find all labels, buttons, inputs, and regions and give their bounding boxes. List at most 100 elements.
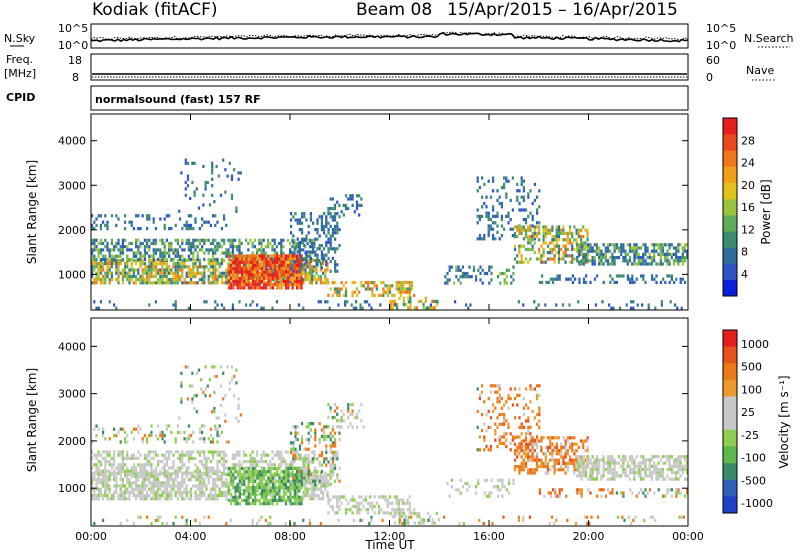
- range-gate-cell: [176, 268, 179, 272]
- range-gate-cell: [585, 274, 588, 278]
- range-gate-cell: [615, 280, 618, 284]
- range-gate-cell: [267, 245, 270, 249]
- range-gate-cell: [298, 489, 301, 493]
- range-gate-cell: [311, 245, 314, 249]
- range-gate-cell: [196, 474, 199, 478]
- range-gate-cell: [661, 252, 665, 256]
- range-gate-cell: [91, 265, 94, 269]
- range-gate-cell: [316, 256, 319, 260]
- range-gate-cell: [497, 488, 500, 492]
- range-gate-cell: [331, 444, 334, 448]
- range-gate-cell: [294, 447, 297, 451]
- range-gate-cell: [334, 247, 337, 251]
- range-gate-cell: [282, 495, 285, 499]
- range-gate-cell: [159, 469, 162, 473]
- range-gate-cell: [143, 434, 146, 438]
- range-gate-cell: [172, 303, 175, 307]
- range-gate-cell: [282, 260, 285, 264]
- range-gate-cell: [520, 257, 523, 261]
- range-gate-cell: [349, 194, 352, 198]
- range-gate-cell: [615, 246, 618, 250]
- range-gate-cell: [347, 415, 350, 420]
- range-gate-cell: [312, 221, 315, 225]
- range-gate-cell: [613, 246, 616, 250]
- range-gate-cell: [371, 504, 374, 509]
- range-gate-cell: [154, 471, 157, 475]
- range-gate-cell: [196, 265, 199, 269]
- range-gate-cell: [143, 271, 146, 275]
- range-gate-cell: [508, 481, 511, 486]
- range-gate-cell: [624, 256, 627, 260]
- range-gate-cell: [293, 502, 296, 506]
- range-gate-cell: [198, 487, 201, 491]
- range-gate-cell: [308, 268, 311, 272]
- range-gate-cell: [278, 257, 281, 261]
- range-gate-cell: [593, 277, 596, 281]
- range-gate-cell: [146, 265, 149, 269]
- range-gate-cell: [181, 268, 184, 272]
- range-gate-cell: [329, 457, 332, 461]
- range-gate-cell: [415, 306, 419, 310]
- range-gate-cell: [256, 286, 259, 290]
- range-gate-cell: [135, 481, 138, 485]
- range-gate-cell: [505, 400, 508, 404]
- range-gate-cell: [316, 253, 319, 257]
- range-gate-cell: [683, 259, 687, 263]
- range-gate-cell: [518, 189, 521, 193]
- range-gate-cell: [293, 466, 296, 471]
- range-gate-cell: [243, 492, 246, 496]
- range-gate-cell: [633, 243, 636, 247]
- range-gate-cell: [317, 300, 320, 304]
- range-gate-cell: [247, 263, 250, 268]
- range-gate-cell: [230, 193, 234, 197]
- range-gate-cell: [402, 290, 405, 294]
- range-gate-cell: [150, 281, 153, 285]
- range-gate-cell: [280, 466, 283, 471]
- range-gate-cell: [531, 214, 534, 218]
- range-gate-cell: [170, 278, 173, 282]
- range-gate-cell: [148, 303, 151, 307]
- range-gate-cell: [234, 484, 237, 488]
- range-gate-cell: [304, 265, 307, 269]
- range-gate-cell: [154, 481, 157, 485]
- range-gate-cell: [437, 518, 441, 522]
- range-gate-cell: [236, 263, 239, 268]
- range-gate-cell: [577, 228, 580, 232]
- range-gate-cell: [535, 231, 539, 235]
- range-gate-cell: [93, 471, 96, 475]
- range-gate-cell: [256, 254, 259, 258]
- range-gate-cell: [135, 472, 138, 476]
- range-gate-cell: [143, 453, 146, 457]
- range-gate-cell: [258, 262, 261, 266]
- range-gate-cell: [262, 306, 265, 310]
- range-gate-cell: [529, 235, 532, 239]
- range-gate-cell: [516, 189, 519, 193]
- range-gate-cell: [516, 254, 519, 258]
- range-gate-cell: [192, 471, 195, 475]
- range-gate-cell: [99, 278, 102, 282]
- range-gate-cell: [393, 495, 396, 499]
- range-gate-cell: [265, 492, 268, 496]
- range-gate-cell: [476, 237, 479, 241]
- range-gate-cell: [505, 192, 508, 196]
- range-gate-cell: [395, 281, 398, 285]
- range-gate-cell: [190, 257, 193, 262]
- range-gate-cell: [139, 251, 142, 255]
- range-gate-cell: [303, 263, 306, 267]
- colorbar-frame: [722, 117, 738, 297]
- range-gate-cell: [187, 271, 190, 275]
- range-gate-cell: [97, 265, 100, 269]
- range-gate-cell: [477, 478, 480, 482]
- range-gate-cell: [298, 256, 301, 260]
- range-gate-cell: [91, 497, 94, 501]
- range-gate-cell: [286, 262, 289, 266]
- range-gate-cell: [126, 248, 129, 252]
- range-gate-cell: [609, 280, 612, 284]
- range-gate-cell: [300, 276, 303, 280]
- range-gate-cell: [238, 257, 241, 261]
- range-gate-cell: [247, 267, 250, 271]
- range-gate-cell: [203, 481, 206, 485]
- range-gate-cell: [538, 205, 541, 209]
- range-gate-cell: [642, 277, 645, 281]
- range-gate-cell: [276, 267, 279, 271]
